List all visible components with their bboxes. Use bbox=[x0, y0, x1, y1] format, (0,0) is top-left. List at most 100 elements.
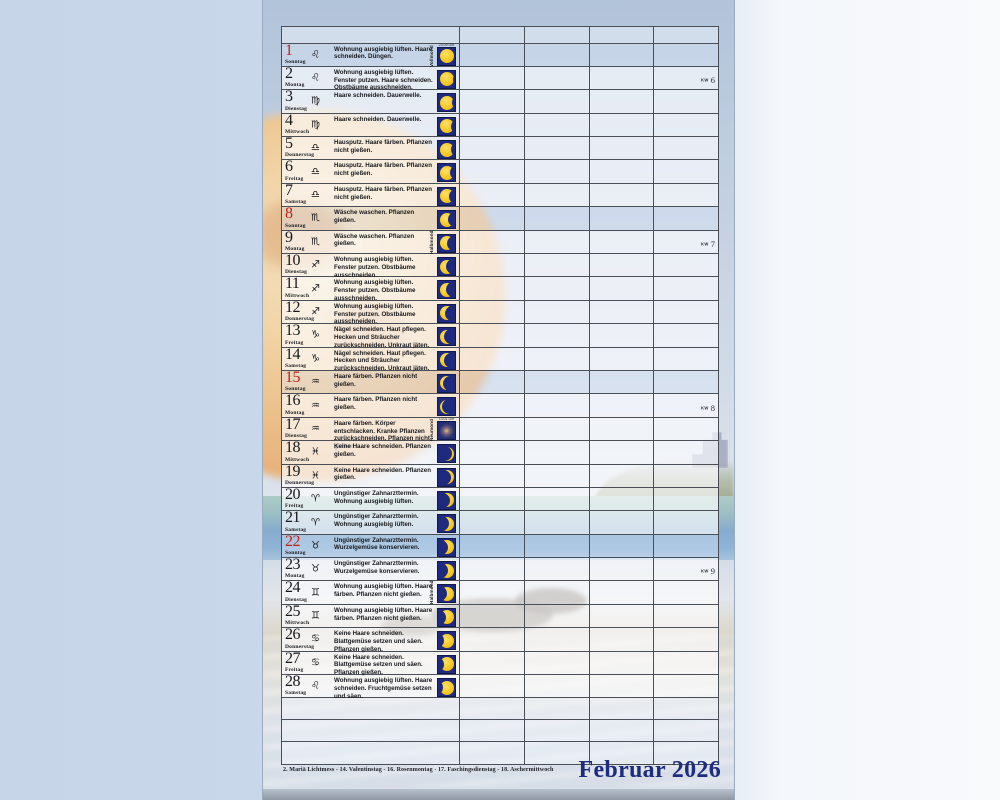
day-info-cell: 5 Donnerstag ♎ Hausputz. Haare färben. Pfla… bbox=[282, 135, 460, 160]
day-info-cell: 8 Sonntag ♏ Wäsche waschen. Pflanzen gießen… bbox=[282, 205, 460, 230]
calendar-day-row: 12 Donnerstag ♐ Wohnung ausgiebig lüften. F… bbox=[282, 299, 718, 325]
day-info-cell: 13 Freitag ♑ Nägel schneiden. Haut pflegen.… bbox=[282, 322, 460, 349]
week-number-prefix: KW bbox=[701, 568, 709, 574]
moon-phase-label: Halbmond bbox=[429, 230, 434, 254]
note-cell bbox=[654, 324, 718, 346]
weekday-label: Sonntag bbox=[285, 550, 306, 557]
weekday-label: Samstag bbox=[285, 526, 307, 533]
note-cell bbox=[590, 160, 655, 183]
moon-shadow bbox=[441, 399, 455, 415]
note-cell bbox=[654, 160, 718, 182]
day-number: 1 bbox=[285, 41, 293, 59]
calendar-day-row: 21 Samstag ♈ Ungünstiger Zahnarzttermin. Wo… bbox=[282, 509, 718, 535]
empty-row bbox=[282, 27, 718, 44]
moon-shadow bbox=[443, 352, 455, 368]
note-cell bbox=[590, 464, 655, 487]
moon-disc bbox=[439, 165, 454, 180]
note-cell bbox=[460, 441, 525, 464]
note-cell bbox=[590, 230, 655, 254]
note-cell bbox=[525, 628, 590, 651]
day-number: 28 bbox=[285, 673, 301, 691]
note-cell bbox=[460, 66, 525, 90]
day-number: 25 bbox=[285, 602, 301, 620]
note-cell bbox=[525, 27, 590, 43]
weekday-label: Sonntag bbox=[285, 386, 306, 393]
advice-text: Hausputz. Haare färben. Pflanzen nicht g… bbox=[334, 139, 432, 154]
calendar-day-row: 27 Freitag ♋ Keine Haare schneiden. Blattge… bbox=[282, 650, 718, 676]
note-cell bbox=[654, 535, 718, 557]
day-info-cell: 28 Samstag ♌ Wohnung ausgiebig lüften. Haar… bbox=[282, 673, 460, 700]
day-info-cell: 24 Dienstag ♊ Wohnung ausgiebig lüften. Haa… bbox=[282, 579, 460, 604]
note-cell bbox=[460, 464, 525, 487]
week-number-prefix: KW bbox=[701, 405, 709, 411]
moon-phase-icon bbox=[437, 607, 456, 627]
advice-text: Wohnung ausgiebig lüften. Fenster putzen… bbox=[334, 68, 433, 92]
day-number: 11 bbox=[285, 275, 300, 293]
calendar-day-row: 6 Freitag ♎ Hausputz. Haare färben. Pflanze… bbox=[282, 158, 718, 184]
note-cell bbox=[590, 347, 655, 370]
calendar-day-row: 14 Samstag ♑ Nägel schneiden. Haut pflegen.… bbox=[282, 346, 718, 372]
moon-shadow bbox=[448, 212, 455, 228]
note-cell bbox=[460, 324, 525, 347]
day-info-cell: 1 Sonntag ♌ Wohnung ausgiebig lüften. Haare… bbox=[282, 41, 460, 67]
moon-phase-icon bbox=[437, 397, 456, 417]
note-cell bbox=[654, 698, 718, 719]
note-cell bbox=[460, 300, 525, 324]
note-cell bbox=[590, 183, 655, 207]
note-cell bbox=[590, 581, 655, 604]
moon-phase-icon bbox=[437, 467, 456, 487]
note-cell bbox=[590, 324, 655, 347]
note-cell bbox=[525, 581, 590, 604]
note-cell bbox=[460, 534, 525, 558]
advice-text: Wohnung ausgiebig lüften. Haare färben. … bbox=[334, 583, 433, 599]
weekday-label: Montag bbox=[285, 409, 305, 416]
note-cell bbox=[590, 651, 655, 675]
note-cell bbox=[460, 651, 525, 675]
note-cell bbox=[525, 417, 590, 441]
day-info-cell: 18 Mittwoch ♓ Keine Haare schneiden. Pflanz… bbox=[282, 439, 460, 464]
note-cell bbox=[460, 741, 525, 764]
weekday-label: Montag bbox=[285, 573, 305, 580]
week-number-label: KW 7 bbox=[701, 239, 715, 250]
moon-phase-icon bbox=[437, 186, 456, 206]
note-cell bbox=[525, 183, 590, 207]
week-number-label: KW 8 bbox=[701, 402, 715, 413]
note-cell bbox=[525, 720, 590, 741]
zodiac-icon-waage: ♎ bbox=[311, 142, 320, 154]
note-cell bbox=[460, 558, 525, 581]
note-cell bbox=[460, 347, 525, 370]
note-cell bbox=[525, 137, 590, 160]
empty-day-cell bbox=[282, 698, 460, 720]
day-info-cell: 20 Freitag ♈ Ungünstiger Zahnarzttermin. Wo… bbox=[282, 486, 460, 511]
note-cell bbox=[525, 441, 590, 464]
note-cell bbox=[654, 90, 718, 112]
week-number-prefix: KW bbox=[701, 241, 709, 247]
moon-shadow bbox=[449, 188, 455, 204]
weekday-label: Donnerstag bbox=[285, 152, 315, 159]
calendar-day-row: 2 Montag ♌ Wohnung ausgiebig lüften. Fenste… bbox=[282, 65, 718, 92]
zodiac-icon-schütze: ♐ bbox=[311, 259, 320, 271]
advice-text: Ungünstiger Zahnarzttermin. Wohnung ausg… bbox=[334, 513, 419, 529]
moon-shadow bbox=[438, 446, 453, 462]
moon-phase-icon bbox=[437, 490, 456, 510]
weekday-label: Montag bbox=[285, 82, 305, 89]
calendar-day-row: 10 Dienstag ♐ Wohnung ausgiebig lüften. Fen… bbox=[282, 252, 718, 279]
note-cell bbox=[654, 720, 718, 741]
day-number: 17 bbox=[285, 415, 301, 433]
calendar-day-row: 7 Samstag ♎ Hausputz. Haare färben. Pflanze… bbox=[282, 182, 718, 208]
note-cell bbox=[654, 581, 718, 603]
moon-phase-icon bbox=[437, 116, 456, 136]
note-cell bbox=[590, 137, 655, 160]
moon-shadow bbox=[450, 165, 455, 181]
note-cell bbox=[590, 254, 655, 277]
note-cell bbox=[654, 277, 718, 299]
note-cell bbox=[590, 43, 655, 66]
weekday-label: Samstag bbox=[285, 362, 307, 369]
advice-text: Wäsche waschen. Pflanzen gießen. bbox=[334, 209, 415, 224]
calendar-day-row: 3 Dienstag ♍ Haare schneiden. Dauerwelle. bbox=[282, 88, 718, 114]
note-cell bbox=[460, 27, 525, 43]
zodiac-icon-fische: ♓ bbox=[311, 446, 320, 458]
moon-shadow bbox=[445, 305, 455, 321]
zodiac-icon-wassermann: ♒ bbox=[311, 376, 320, 388]
note-cell bbox=[460, 628, 525, 651]
